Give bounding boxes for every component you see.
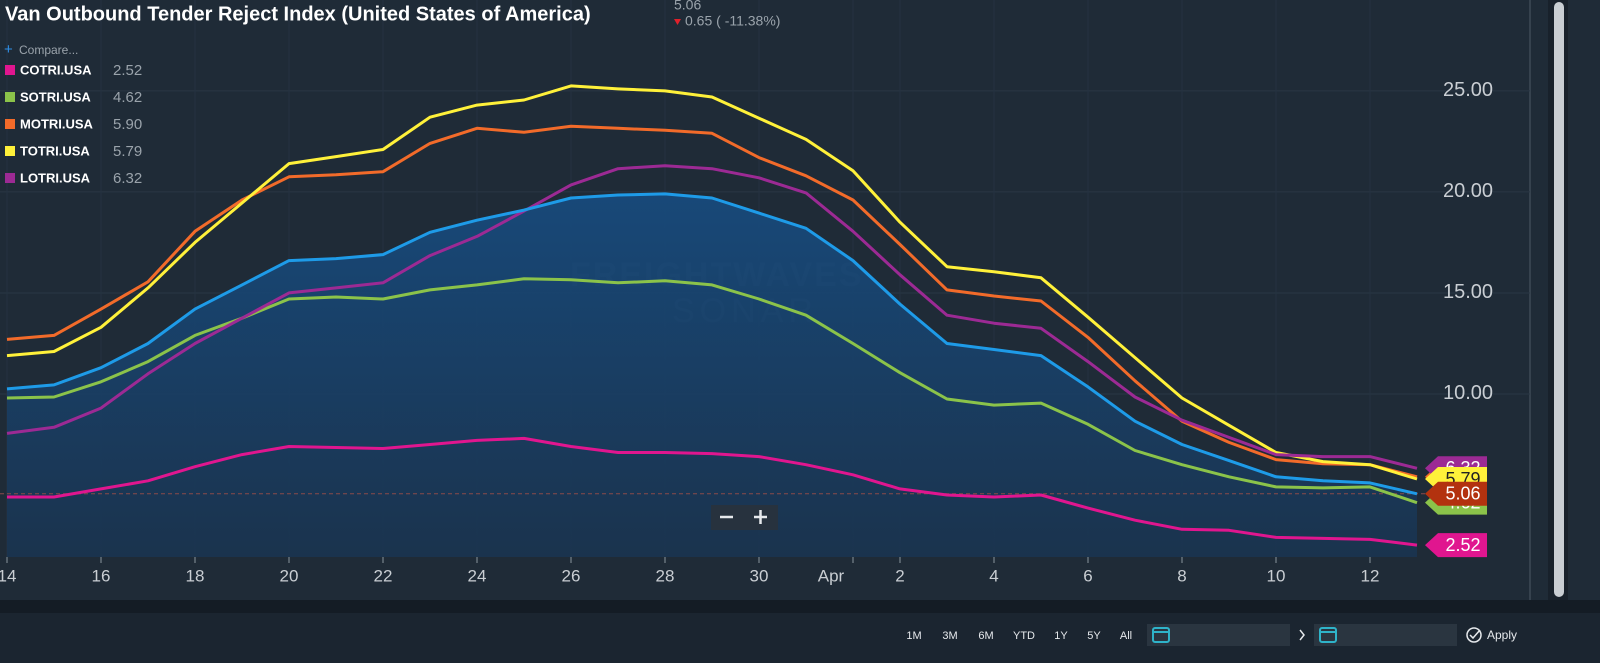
calendar-icon	[1152, 627, 1170, 643]
x-tick-label: 30	[750, 566, 769, 585]
legend-name[interactable]: LOTRI.USA	[20, 170, 91, 185]
x-tick-label: 2	[895, 566, 904, 585]
y-tick-label: 20.00	[1443, 180, 1493, 202]
main-line	[6, 192, 1418, 496]
legend-value: 4.62	[113, 89, 142, 106]
scroll-thumb[interactable]	[1554, 2, 1564, 597]
legend-swatch	[5, 92, 15, 102]
range-button[interactable]: YTD	[1013, 630, 1035, 642]
range-button[interactable]: 1Y	[1054, 630, 1068, 642]
end-flag-label: 2.52	[1445, 535, 1480, 555]
legend-name[interactable]: COTRI.USA	[20, 62, 92, 77]
check-icon	[1469, 629, 1481, 640]
end-flag	[1425, 533, 1487, 558]
zoom-controls	[711, 505, 778, 530]
x-tick-label: 4	[989, 566, 998, 585]
series-line	[6, 84, 1418, 481]
range-button[interactable]: 1M	[906, 630, 921, 642]
x-tick-label: 8	[1177, 566, 1186, 585]
title: Van Outbound Tender Reject Index (United…	[5, 3, 591, 25]
legend-value: 5.90	[113, 116, 142, 133]
apply-button[interactable]: Apply	[1487, 628, 1517, 642]
x-tick-label: 16	[92, 566, 111, 585]
x-tick-label: 18	[186, 566, 205, 585]
x-tick-label: 14	[0, 566, 16, 585]
date-input[interactable]	[1147, 624, 1290, 646]
legend-name[interactable]: MOTRI.USA	[20, 116, 94, 131]
calendar-icon	[1319, 627, 1337, 643]
x-tick-label: 10	[1267, 566, 1286, 585]
change: 0.65 ( -11.38%)	[685, 13, 780, 29]
x-tick-label: 26	[562, 566, 581, 585]
compare[interactable]: Compare...	[19, 43, 78, 57]
x-tick-label: 22	[374, 566, 393, 585]
compare-icon[interactable]: +	[4, 41, 13, 58]
series-line	[6, 164, 1418, 470]
x-tick-label: 24	[468, 566, 487, 585]
legend-value: 5.79	[113, 143, 142, 160]
legend-name[interactable]: TOTRI.USA	[20, 143, 90, 158]
legend-name[interactable]: SOTRI.USA	[20, 89, 91, 104]
legend-swatch	[5, 146, 15, 156]
end-flag	[1425, 481, 1487, 506]
range-button[interactable]: All	[1120, 630, 1132, 642]
current-value: 5.06	[674, 0, 701, 13]
x-tick-label: Apr	[818, 566, 845, 585]
x-tick-label: 12	[1361, 566, 1380, 585]
range-button[interactable]: 5Y	[1087, 630, 1101, 642]
range-button[interactable]: 3M	[942, 630, 957, 642]
legend-swatch	[5, 65, 15, 75]
legend-swatch	[5, 119, 15, 129]
end-flag-label: 5.06	[1445, 484, 1480, 504]
x-tick-label: 20	[280, 566, 299, 585]
y-tick-label: 15.00	[1443, 281, 1493, 303]
check-icon	[1466, 627, 1482, 643]
divider	[0, 600, 1600, 613]
x-tick-label: 28	[656, 566, 675, 585]
arrow-icon	[1299, 629, 1305, 641]
series-line	[7, 436, 1418, 547]
legend-swatch	[5, 173, 15, 183]
legend-value: 2.52	[113, 62, 142, 79]
date-input[interactable]	[1314, 624, 1457, 646]
y-tick-label: 25.00	[1443, 79, 1493, 101]
legend-value: 6.32	[113, 170, 142, 187]
x-tick-label: 6	[1083, 566, 1092, 585]
down-arrow	[674, 19, 681, 25]
y-tick-label: 10.00	[1443, 382, 1493, 404]
range-button[interactable]: 6M	[978, 630, 993, 642]
